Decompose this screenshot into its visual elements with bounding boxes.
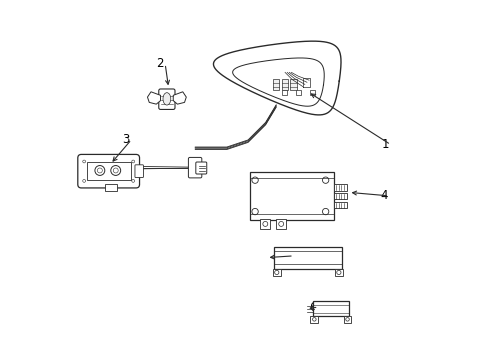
Bar bbox=[272, 269, 281, 276]
Bar bbox=[343, 316, 351, 323]
Bar bbox=[105, 184, 117, 191]
Bar bbox=[334, 269, 343, 276]
Bar bbox=[272, 80, 279, 90]
Bar bbox=[334, 202, 346, 208]
FancyBboxPatch shape bbox=[78, 154, 139, 188]
Bar bbox=[276, 219, 285, 229]
Bar bbox=[295, 90, 301, 95]
FancyBboxPatch shape bbox=[188, 157, 202, 178]
FancyBboxPatch shape bbox=[195, 162, 206, 174]
Polygon shape bbox=[147, 92, 160, 104]
Bar bbox=[281, 90, 286, 95]
Bar bbox=[309, 90, 315, 95]
Bar bbox=[281, 80, 287, 90]
Bar bbox=[334, 184, 346, 190]
Polygon shape bbox=[173, 92, 186, 104]
Text: 4: 4 bbox=[379, 189, 387, 202]
FancyBboxPatch shape bbox=[135, 165, 143, 177]
Text: 1: 1 bbox=[381, 138, 388, 151]
Bar bbox=[273, 247, 342, 269]
FancyBboxPatch shape bbox=[159, 89, 175, 109]
Ellipse shape bbox=[163, 93, 170, 105]
Bar bbox=[334, 193, 346, 199]
Text: 2: 2 bbox=[156, 57, 163, 70]
Text: 3: 3 bbox=[122, 133, 130, 146]
Bar bbox=[260, 219, 270, 229]
Text: 6: 6 bbox=[309, 301, 316, 314]
Bar bbox=[313, 301, 348, 316]
Bar bbox=[290, 80, 296, 90]
Text: 5: 5 bbox=[285, 249, 292, 262]
Bar bbox=[249, 172, 334, 220]
FancyBboxPatch shape bbox=[86, 162, 130, 180]
Bar bbox=[310, 316, 318, 323]
